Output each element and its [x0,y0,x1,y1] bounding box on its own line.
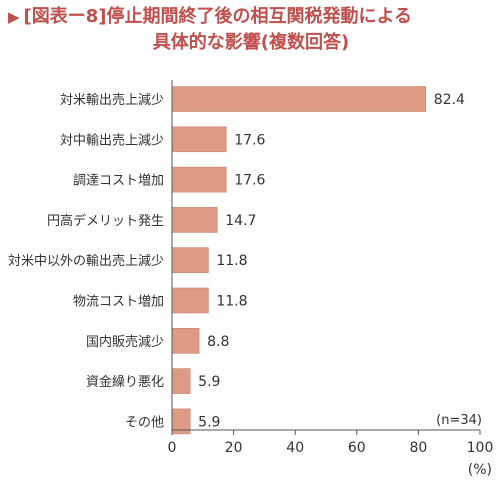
title-line-1: ▶ [図表ー8]停止期間終了後の相互関税発動による [8,4,494,30]
value-label: 17.6 [234,132,265,148]
category-label: 対中輸出売上減少 [60,132,164,148]
x-tick-label: 60 [348,440,366,456]
category-label: 物流コスト増加 [73,295,164,310]
category-label: その他 [125,415,164,430]
value-label: 8.8 [207,334,229,350]
value-label: 14.7 [225,213,256,229]
bar [171,166,227,193]
title-text-1: [図表ー8]停止期間終了後の相互関税発動による [23,6,412,27]
title-line-2: 具体的な影響(複数回答) [152,32,350,53]
category-label: 対米輸出売上減少 [60,92,164,108]
x-tick-label: 0 [168,440,177,456]
category-label: 対米中以外の輸出売上減少 [8,253,164,269]
value-label: 82.4 [434,92,465,108]
x-tick-label: 100 [467,440,494,456]
category-label: 円高デメリット発生 [47,213,164,229]
bar [171,86,427,112]
value-label: 11.8 [216,253,247,269]
x-axis: 0 20 40 60 80 100 [168,80,494,456]
category-label: 調達コスト増加 [73,174,164,189]
bars-group: 対米輸出売上減少 82.4 対中輸出売上減少 17.6 調達コスト増加 17.6 円高デメリ… [8,86,465,435]
category-label: 国内販売減少 [86,334,164,350]
value-label: 5.9 [198,414,220,430]
x-axis-unit: (%) [468,462,492,478]
x-tick-label: 20 [225,440,243,456]
sample-size-note: (n=34) [436,413,482,428]
chart-title: ▶ [図表ー8]停止期間終了後の相互関税発動による 具体的な影響(複数回答) [8,4,494,56]
bar [171,327,200,354]
value-label: 5.9 [198,374,220,390]
bar [171,247,209,273]
bar [171,368,191,394]
bar [171,287,209,314]
value-label: 17.6 [234,173,265,189]
triangle-bullet-icon: ▶ [8,8,20,26]
value-label: 11.8 [216,294,247,310]
bar [171,207,218,233]
bar [171,126,227,153]
category-label: 資金繰り悪化 [86,374,164,390]
x-tick-label: 40 [286,440,304,456]
x-tick-label: 80 [409,440,427,456]
